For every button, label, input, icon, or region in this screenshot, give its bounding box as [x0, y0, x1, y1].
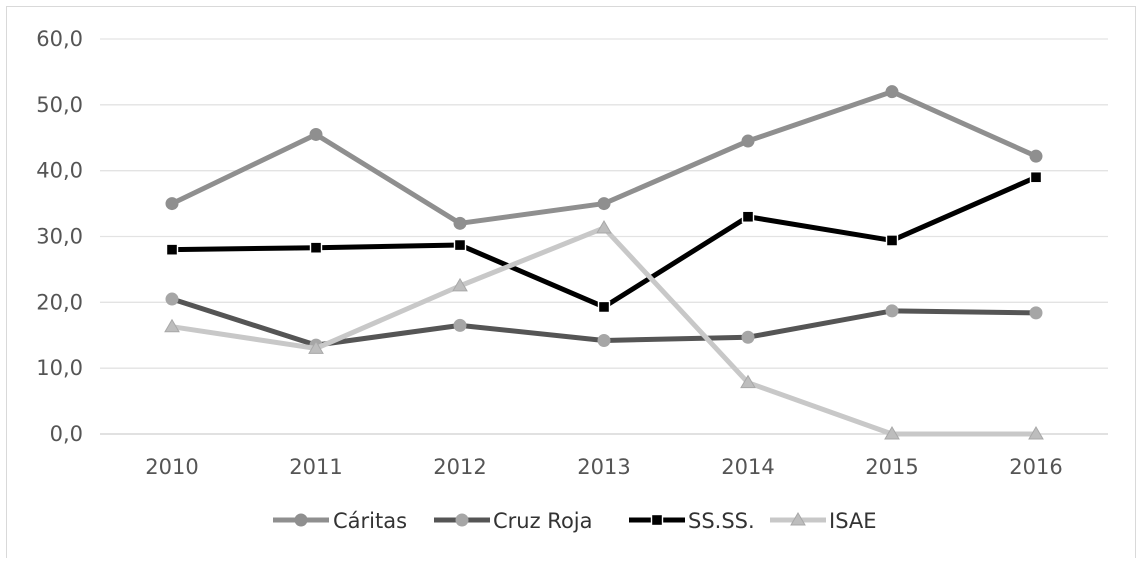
x-tick-label: 2010 [145, 455, 198, 479]
data-point [294, 513, 308, 527]
data-point [452, 277, 468, 292]
legend: Cáritas Cruz Roja SS.SS. ISAE [273, 509, 877, 533]
x-tick-label: 2013 [577, 455, 630, 479]
series-2 [165, 171, 1043, 314]
data-point [741, 134, 755, 148]
data-point [164, 318, 180, 333]
x-tick-label: 2011 [289, 455, 342, 479]
data-point [885, 234, 899, 247]
legend-label: SS.SS. [688, 509, 755, 533]
legend-item: SS.SS. [629, 509, 755, 533]
data-point [453, 318, 467, 332]
x-axis-ticks: 2010 2011 2012 2013 2014 2015 2016 [145, 455, 1062, 479]
data-point [1029, 306, 1043, 320]
data-point [309, 127, 323, 141]
y-tick-label: 60,0 [36, 27, 83, 51]
chart-frame [6, 6, 1136, 558]
legend-label: Cáritas [333, 509, 407, 533]
data-point [165, 197, 179, 211]
data-point [596, 219, 612, 234]
data-point [1029, 171, 1043, 184]
legend-item: Cáritas [273, 509, 407, 533]
data-point [1029, 149, 1043, 163]
data-point [790, 512, 806, 526]
series-0 [165, 85, 1043, 230]
data-point [1028, 426, 1044, 440]
series-line [171, 174, 1038, 310]
data-point [165, 243, 179, 256]
legend-item: ISAE [770, 509, 877, 533]
data-point [165, 292, 179, 306]
data-point [309, 241, 323, 254]
x-tick-label: 2014 [721, 455, 774, 479]
x-tick-label: 2015 [865, 455, 918, 479]
data-point [650, 513, 664, 527]
gridlines [100, 38, 1108, 435]
data-point [455, 513, 469, 527]
y-tick-label: 30,0 [36, 225, 83, 249]
series-group [164, 85, 1044, 440]
legend-item: Cruz Roja [434, 509, 593, 533]
data-point [740, 374, 756, 389]
data-point [885, 304, 899, 318]
x-tick-label: 2012 [433, 455, 486, 479]
y-tick-label: 40,0 [36, 159, 83, 183]
legend-label: ISAE [829, 509, 877, 533]
data-point [597, 334, 611, 348]
x-tick-label: 2016 [1009, 455, 1062, 479]
data-point [308, 340, 324, 354]
y-axis-ticks: 0,0 10,0 20,0 30,0 40,0 50,0 60,0 [36, 27, 83, 446]
y-tick-label: 50,0 [36, 93, 83, 117]
data-point [597, 300, 611, 314]
data-point [453, 216, 467, 230]
data-point [453, 238, 467, 252]
data-point [885, 85, 899, 99]
data-point [884, 426, 900, 440]
y-tick-label: 0,0 [50, 422, 83, 446]
series-3 [164, 219, 1044, 440]
y-tick-label: 10,0 [36, 356, 83, 380]
legend-label: Cruz Roja [493, 509, 593, 533]
data-point [741, 210, 755, 223]
data-point [597, 197, 611, 211]
series-line [171, 225, 1036, 437]
y-tick-label: 20,0 [36, 290, 83, 314]
data-point [741, 330, 755, 344]
